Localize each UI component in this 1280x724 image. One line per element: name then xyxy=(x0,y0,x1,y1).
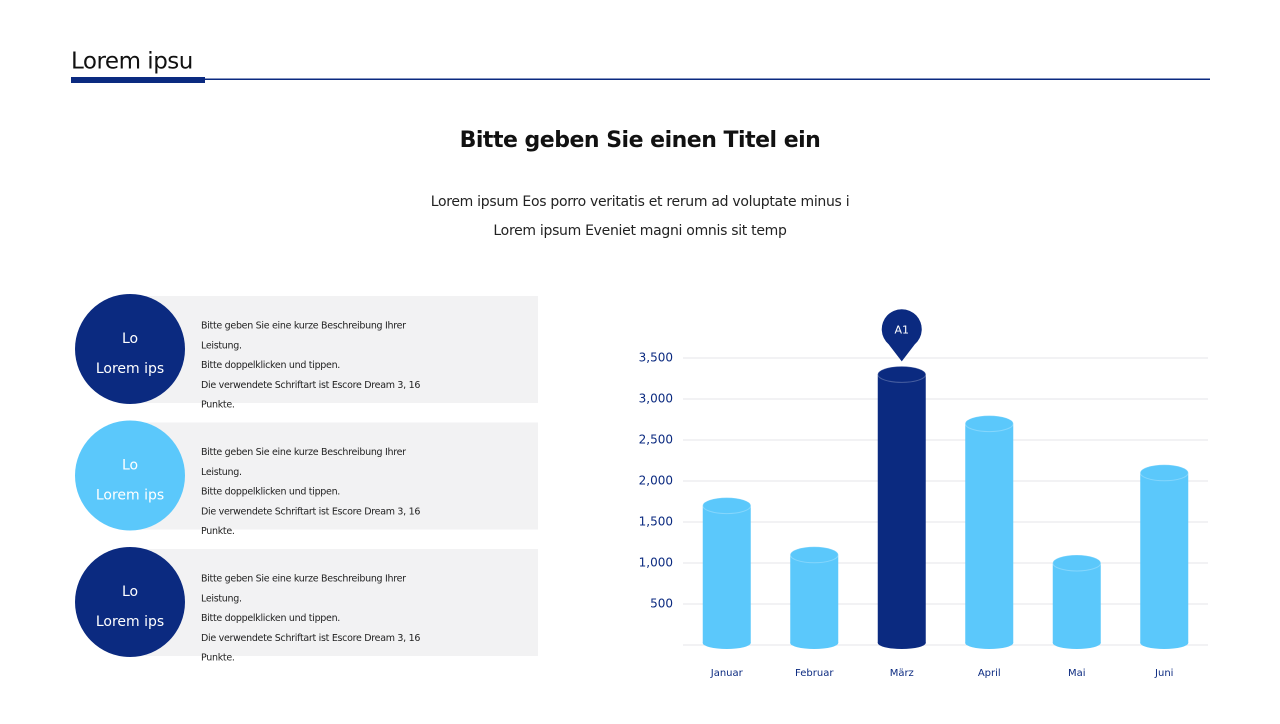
item-short: Lo xyxy=(122,331,138,347)
item-circle xyxy=(75,547,185,657)
item-text: Die verwendete Schriftart ist Escore Dre… xyxy=(201,633,420,644)
x-tick-label: Juni xyxy=(1154,668,1173,679)
item-text: Leistung. xyxy=(201,467,242,478)
item-label: Lorem ips xyxy=(96,614,164,630)
bar-top xyxy=(1139,464,1189,482)
item-text: Punkte. xyxy=(201,526,235,537)
x-tick-label: Mai xyxy=(1068,668,1086,679)
item-short: Lo xyxy=(122,458,138,474)
bar-top xyxy=(1052,554,1102,572)
item-text: Bitte doppelklicken und tippen. xyxy=(201,360,340,371)
header-rule xyxy=(205,78,1210,80)
y-tick-label: 1,000 xyxy=(639,556,673,570)
item-text: Bitte doppelklicken und tippen. xyxy=(201,613,340,624)
item-text: Bitte geben Sie eine kurze Beschreibung … xyxy=(201,447,406,458)
item-text: Bitte geben Sie eine kurze Beschreibung … xyxy=(201,321,406,332)
item-text: Bitte geben Sie eine kurze Beschreibung … xyxy=(201,574,406,585)
item-text: Leistung. xyxy=(201,340,242,351)
item-box xyxy=(130,422,538,530)
y-tick-label: 500 xyxy=(650,597,673,611)
item-short: Lo xyxy=(122,584,138,600)
header-title: Lorem ipsu xyxy=(71,49,193,75)
y-tick-label: 3,500 xyxy=(639,351,673,365)
y-tick-label: 2,000 xyxy=(639,474,673,488)
intro-line: Lorem ipsum Eos porro veritatis et rerum… xyxy=(431,194,850,210)
item-box xyxy=(130,549,538,656)
bar xyxy=(1140,472,1189,643)
intro-title: Bitte geben Sie einen Titel ein xyxy=(460,128,821,153)
bar xyxy=(1052,563,1101,643)
bar xyxy=(702,505,751,643)
y-tick-label: 1,500 xyxy=(639,515,673,529)
chart: 500 1,000 1,500 2,000 2,500 3,000 3,500 Januar F… xyxy=(639,309,1208,679)
bar xyxy=(877,374,926,643)
x-tick-label: März xyxy=(890,668,914,679)
bar-top xyxy=(702,497,752,515)
y-tick-label: 3,000 xyxy=(639,392,673,406)
x-tick-label: Februar xyxy=(795,668,834,679)
intro-line: Lorem ipsum Eveniet magni omnis sit temp xyxy=(493,223,787,239)
bar xyxy=(965,423,1014,643)
items: Lo Lorem ips Bitte geben Sie eine kurze Be… xyxy=(75,294,538,664)
item-text: Die verwendete Schriftart ist Escore Dre… xyxy=(201,506,420,517)
annotation-text: A1 xyxy=(894,323,909,336)
y-tick-label: 2,500 xyxy=(639,433,673,447)
item-text: Punkte. xyxy=(201,400,235,411)
item-circle xyxy=(75,420,185,531)
item-label: Lorem ips xyxy=(96,361,164,377)
item-text: Punkte. xyxy=(201,653,235,664)
item-text: Bitte doppelklicken und tippen. xyxy=(201,487,340,498)
annotation-pin xyxy=(881,309,922,362)
item-label: Lorem ips xyxy=(96,488,164,504)
x-tick-label: Januar xyxy=(710,668,744,679)
x-tick-label: April xyxy=(978,668,1001,679)
bar-top xyxy=(964,415,1014,433)
bar-top xyxy=(789,546,839,564)
bar xyxy=(790,554,839,643)
item-text: Die verwendete Schriftart ist Escore Dre… xyxy=(201,380,420,391)
bar-top xyxy=(877,365,927,383)
item-text: Leistung. xyxy=(201,593,242,604)
header-accent xyxy=(71,77,205,83)
item-box xyxy=(130,296,538,403)
item-circle xyxy=(75,294,185,404)
